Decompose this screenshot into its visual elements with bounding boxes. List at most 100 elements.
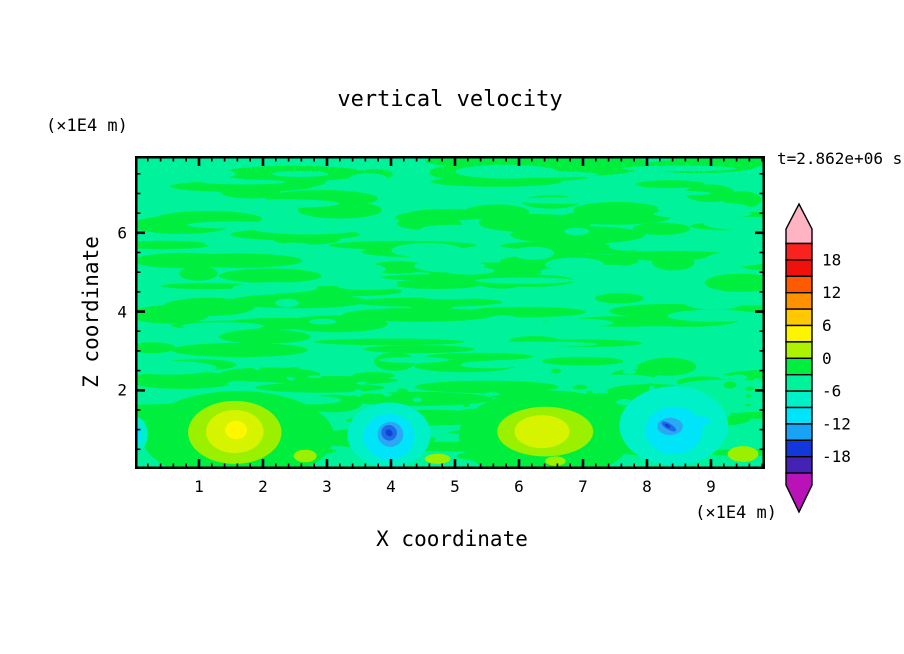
z-axis-unit-label: (×1E4 m)	[46, 116, 128, 136]
updraft-cell-1	[142, 391, 334, 469]
colorbar-under-arrow	[785, 472, 813, 514]
streak	[463, 306, 586, 318]
streak	[342, 308, 495, 322]
streak	[704, 252, 765, 267]
streak	[482, 341, 598, 347]
downdraft-cell-1	[347, 402, 431, 468]
streak	[204, 238, 258, 249]
warm-dot-3	[545, 456, 566, 466]
speckle	[625, 389, 638, 393]
speckle	[616, 399, 633, 406]
colorbar-band	[785, 423, 813, 441]
streak	[378, 357, 450, 363]
warm-dot-1	[293, 449, 317, 463]
streak	[255, 382, 385, 393]
colorbar-label--18: -18	[822, 447, 851, 466]
speckle	[745, 394, 752, 398]
streak	[309, 318, 337, 325]
colorbar-band	[785, 406, 813, 425]
speckle	[572, 384, 588, 390]
streak	[175, 253, 303, 268]
speckle	[289, 367, 300, 371]
colorbar-band	[785, 456, 813, 474]
x-tick-label-2: 2	[258, 477, 268, 496]
speckle	[551, 368, 562, 374]
speckle	[339, 400, 352, 404]
speckle	[718, 375, 733, 379]
streak	[560, 210, 671, 225]
streak	[273, 235, 341, 245]
speckle	[752, 378, 762, 383]
streak	[426, 352, 534, 361]
streak	[730, 411, 765, 419]
speckle	[722, 398, 729, 402]
colorbar-band	[785, 357, 813, 376]
streak	[135, 215, 232, 234]
x-tick-label-7: 7	[578, 477, 588, 496]
x-tick-label-5: 5	[450, 477, 460, 496]
speckle	[493, 384, 507, 389]
streak	[135, 305, 210, 324]
speckle	[508, 367, 513, 375]
speckle	[622, 369, 637, 375]
warm-dot-2	[424, 453, 451, 464]
speckle	[397, 388, 408, 393]
streak	[488, 171, 598, 178]
streak	[135, 361, 217, 375]
x-tick-label-8: 8	[642, 477, 652, 496]
speckle	[474, 385, 491, 389]
colorbar-band	[785, 373, 813, 392]
speckle	[484, 392, 500, 396]
streak	[272, 171, 329, 177]
speckle	[287, 374, 303, 378]
streak	[632, 222, 690, 235]
streak	[595, 374, 656, 385]
streak	[230, 293, 366, 309]
z-tick-label-6: 6	[117, 223, 127, 243]
speckle	[353, 389, 363, 397]
streak	[338, 283, 398, 290]
x-tick-label-4: 4	[386, 477, 396, 496]
x-axis-unit-label: (×1E4 m)	[695, 503, 777, 523]
streak	[186, 221, 281, 229]
colorbar-band	[785, 439, 813, 458]
contour-ring	[385, 429, 393, 437]
contour-ring	[545, 456, 566, 466]
streak	[283, 315, 388, 333]
z-tick-label-2: 2	[117, 380, 127, 400]
streak	[635, 180, 706, 189]
streak	[392, 279, 482, 289]
contour-ring	[664, 423, 671, 428]
speckle	[699, 386, 708, 392]
streak	[275, 298, 300, 308]
streak	[135, 371, 239, 389]
speckle	[723, 381, 737, 389]
updraft-cell-2	[458, 390, 632, 469]
streak	[595, 264, 628, 271]
colorbar-band	[785, 275, 813, 294]
streak	[407, 297, 456, 311]
streak	[201, 179, 286, 185]
streak	[487, 315, 520, 324]
speckle	[440, 399, 448, 404]
field-streaks	[135, 156, 765, 461]
speckle	[560, 371, 573, 378]
streak	[512, 246, 555, 260]
speckle	[308, 375, 322, 379]
streak	[622, 165, 737, 172]
streak	[313, 338, 465, 346]
streak	[547, 246, 587, 257]
streak	[135, 342, 176, 354]
speckle	[437, 382, 445, 388]
warm-dot-4	[727, 446, 759, 462]
contour-features	[135, 386, 759, 469]
streak	[135, 199, 210, 206]
speckle	[725, 410, 732, 417]
streak	[636, 359, 691, 375]
streak	[475, 277, 575, 284]
chart-title: vertical velocity	[337, 87, 563, 112]
streak	[412, 290, 489, 300]
streak	[160, 283, 253, 290]
colorbar-band	[785, 291, 813, 310]
